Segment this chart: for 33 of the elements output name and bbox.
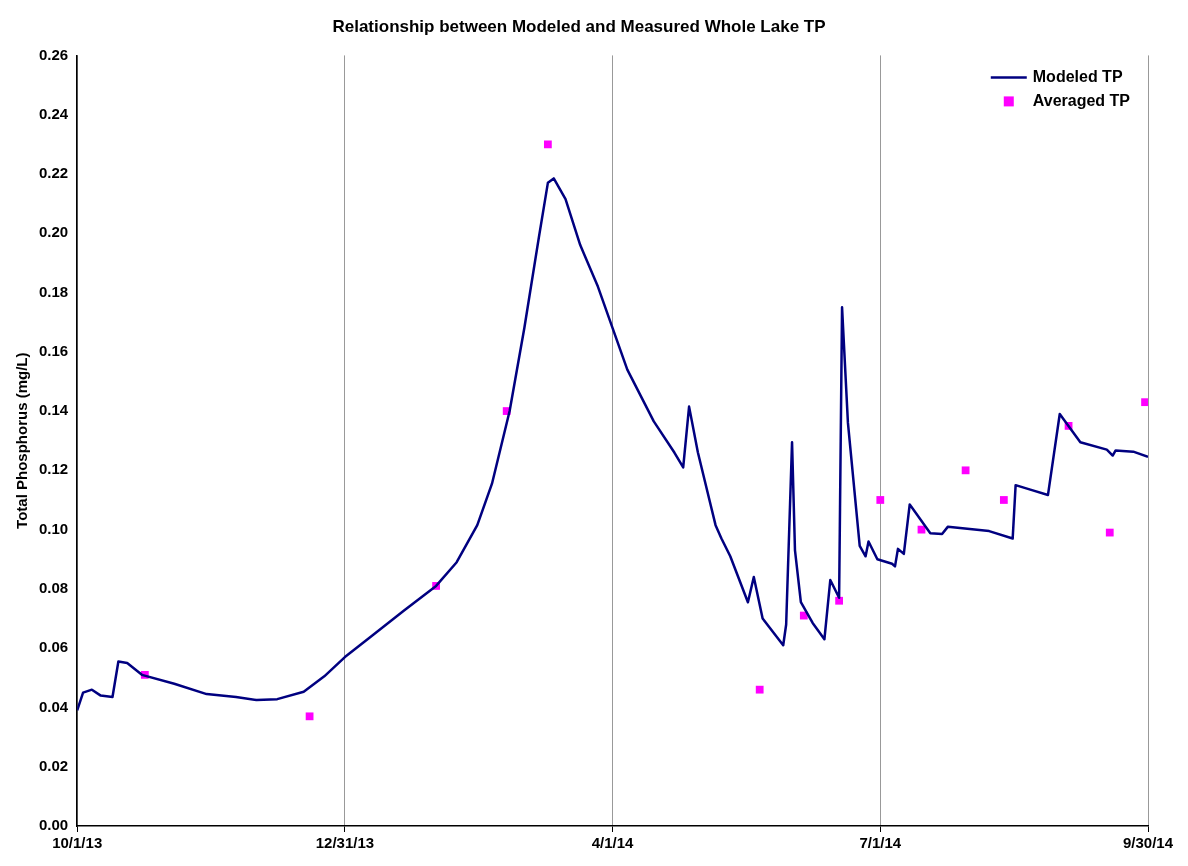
x-tick-label: 9/30/14 — [1122, 834, 1174, 852]
point — [543, 140, 552, 149]
y-tick-label: 0.10 — [38, 519, 69, 537]
y-tick-label: 0.18 — [38, 282, 69, 300]
x-tick-label: 12/31/13 — [315, 834, 375, 852]
point — [876, 496, 885, 504]
y-tick-label: 0.00 — [38, 816, 69, 834]
chart-title: Relationship between Modeled and Measured Whole Lake TP — [332, 16, 826, 36]
point — [917, 525, 926, 534]
y-tick-label: 0.20 — [38, 223, 69, 241]
y-tick-label: 0.02 — [38, 756, 69, 774]
y-tick-label: 0.06 — [38, 638, 69, 656]
point — [1141, 398, 1148, 407]
y-tick-label: 0.04 — [38, 697, 69, 715]
legend-label: Averaged TP — [1032, 91, 1131, 109]
x-tick-label: 10/1/13 — [52, 834, 103, 852]
x-tick-label: 7/1/14 — [859, 834, 902, 852]
legend-label: Modeled TP — [1032, 67, 1123, 85]
point — [961, 466, 970, 475]
y-tick-label: 0.22 — [38, 164, 69, 182]
y-tick-label: 0.26 — [38, 45, 69, 63]
point — [755, 685, 764, 694]
x-tick-label: 4/1/14 — [591, 834, 635, 852]
point — [305, 712, 314, 721]
y-axis-title: Total Phosphorus (mg/L) — [13, 352, 31, 529]
y-tick-label: 0.12 — [38, 460, 69, 478]
point — [1105, 528, 1114, 537]
point — [835, 596, 843, 605]
y-tick-label: 0.08 — [38, 579, 69, 597]
point — [999, 496, 1008, 504]
y-tick-label: 0.16 — [38, 341, 69, 359]
y-tick-label: 0.24 — [38, 104, 69, 122]
y-tick-label: 0.14 — [38, 401, 69, 419]
